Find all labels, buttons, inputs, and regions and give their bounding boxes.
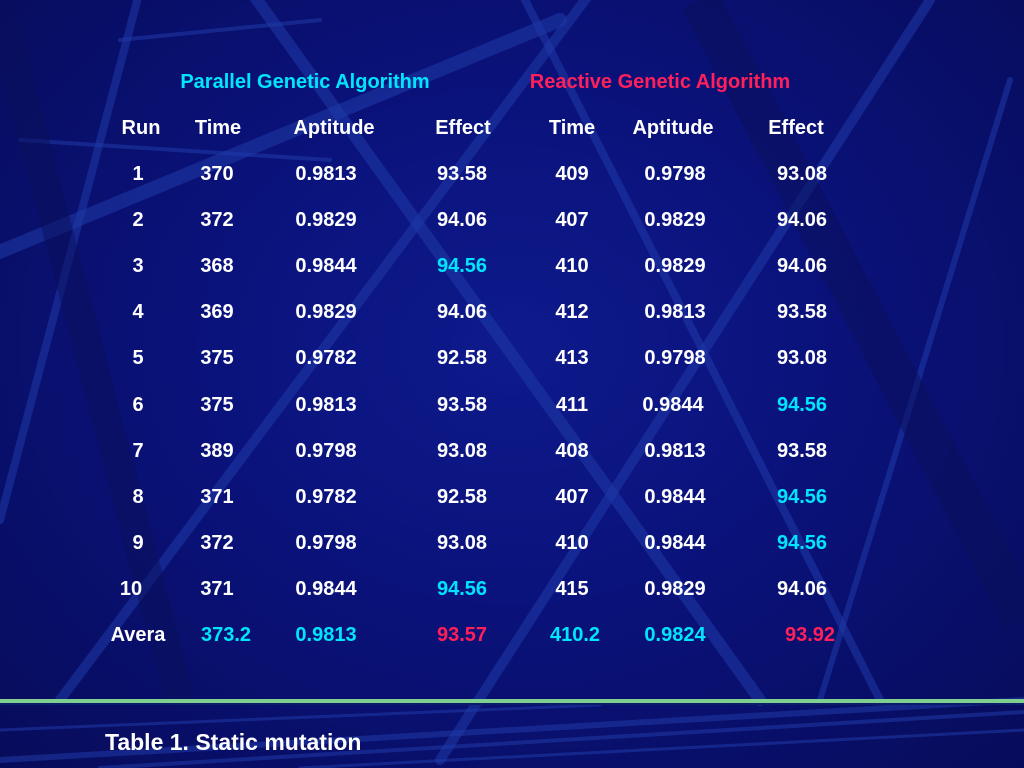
table-cell-time-pga: 368 [200, 255, 234, 277]
table-cell-aptitude-rga: 0.9829 [644, 209, 706, 231]
table-cell-time-rga: 408 [555, 440, 589, 462]
table-cell-aptitude-rga: 0.9829 [644, 578, 706, 600]
average-cell-time-pga: 373.2 [200, 624, 252, 646]
table-cell-aptitude-rga: 0.9829 [644, 255, 706, 277]
table-cell-time-rga: 407 [555, 209, 589, 231]
table-cell-time-rga: 411 [555, 394, 589, 416]
table-cell-run: 6 [132, 394, 144, 416]
column-header-effect-pga: Effect [435, 117, 491, 139]
table-cell-time-rga: 410 [555, 532, 589, 554]
table-cell-time-pga: 371 [200, 578, 234, 600]
table-cell-run: 8 [132, 486, 144, 508]
table-cell-effect-rga: 93.58 [776, 301, 828, 323]
table-cell-aptitude-pga: 0.9844 [295, 578, 357, 600]
table-cell-run: 2 [132, 209, 144, 231]
table-cell-aptitude-rga: 0.9844 [644, 532, 706, 554]
table-cell-effect-pga: 93.08 [436, 532, 488, 554]
table-cell-run: 9 [132, 532, 144, 554]
table-cell-effect-rga: 93.58 [776, 440, 828, 462]
table-cell-effect-pga: 94.56 [436, 578, 488, 600]
table-cell-run: 7 [132, 440, 144, 462]
table-cell-effect-pga: 93.08 [436, 440, 488, 462]
table-cell-time-pga: 375 [200, 347, 234, 369]
average-cell-aptitude-pga: 0.9813 [295, 624, 357, 646]
table-cell-aptitude-pga: 0.9798 [295, 532, 357, 554]
column-header-effect-rga: Effect [768, 117, 824, 139]
table-cell-aptitude-pga: 0.9813 [295, 394, 357, 416]
table-cell-effect-pga: 94.06 [436, 301, 488, 323]
table-cell-time-rga: 413 [555, 347, 589, 369]
table-cell-time-rga: 410 [555, 255, 589, 277]
table-cell-aptitude-rga: 0.9844 [642, 394, 704, 416]
table-cell-effect-rga: 94.06 [776, 255, 828, 277]
table-cell-time-rga: 415 [555, 578, 589, 600]
table-cell-time-pga: 371 [200, 486, 234, 508]
table-cell-time-rga: 409 [555, 163, 589, 185]
table-cell-effect-rga: 94.56 [776, 532, 828, 554]
column-header-aptitude-pga: Aptitude [293, 117, 375, 139]
average-cell-effect-rga: 93.92 [784, 624, 836, 646]
group-header-reactive: Reactive Genetic Algorithm [529, 71, 791, 93]
table-cell-aptitude-pga: 0.9798 [295, 440, 357, 462]
table-cell-time-pga: 369 [200, 301, 234, 323]
table-cell-time-pga: 372 [200, 209, 234, 231]
table-cell-aptitude-pga: 0.9782 [295, 347, 357, 369]
table-cell-effect-rga: 94.56 [776, 486, 828, 508]
table-cell-effect-pga: 92.58 [436, 347, 488, 369]
table-cell-run: 5 [132, 347, 144, 369]
table-cell-effect-rga: 94.06 [776, 578, 828, 600]
table-cell-effect-pga: 94.56 [436, 255, 488, 277]
table-cell-time-pga: 375 [200, 394, 234, 416]
table-cell-run: 10 [119, 578, 143, 600]
table-cell-aptitude-pga: 0.9782 [295, 486, 357, 508]
footer-divider [0, 699, 1024, 703]
group-header-parallel: Parallel Genetic Algorithm [180, 71, 430, 93]
table-cell-effect-pga: 92.58 [436, 486, 488, 508]
column-header-run: Run [121, 117, 161, 139]
table-cell-effect-rga: 94.56 [776, 394, 828, 416]
table-cell-aptitude-rga: 0.9798 [644, 347, 706, 369]
table-cell-aptitude-rga: 0.9813 [644, 440, 706, 462]
table-cell-aptitude-pga: 0.9829 [295, 209, 357, 231]
table-cell-time-pga: 372 [200, 532, 234, 554]
table-cell-effect-rga: 93.08 [776, 347, 828, 369]
table-cell-run: 3 [132, 255, 144, 277]
table-cell-effect-pga: 93.58 [436, 163, 488, 185]
average-cell-effect-pga: 93.57 [436, 624, 488, 646]
table-cell-effect-rga: 94.06 [776, 209, 828, 231]
footer-divider-shadow [0, 703, 1024, 705]
table-cell-aptitude-pga: 0.9844 [295, 255, 357, 277]
column-header-time-pga: Time [194, 117, 242, 139]
average-cell-run: Avera [110, 624, 166, 646]
table-cell-run: 4 [132, 301, 144, 323]
column-header-aptitude-rga: Aptitude [632, 117, 714, 139]
table-caption: Table 1. Static mutation [105, 729, 362, 755]
table-cell-time-rga: 412 [555, 301, 589, 323]
table-cell-aptitude-pga: 0.9829 [295, 301, 357, 323]
table-cell-time-pga: 370 [200, 163, 234, 185]
table-cell-time-rga: 407 [555, 486, 589, 508]
table-cell-time-pga: 389 [200, 440, 234, 462]
table-cell-effect-pga: 94.06 [436, 209, 488, 231]
table-cell-aptitude-rga: 0.9798 [644, 163, 706, 185]
average-cell-aptitude-rga: 0.9824 [644, 624, 706, 646]
table-cell-aptitude-pga: 0.9813 [295, 163, 357, 185]
table-cell-aptitude-rga: 0.9844 [644, 486, 706, 508]
table-cell-aptitude-rga: 0.9813 [644, 301, 706, 323]
table-cell-effect-rga: 93.08 [776, 163, 828, 185]
table-cell-run: 1 [132, 163, 144, 185]
table-cell-effect-pga: 93.58 [436, 394, 488, 416]
average-cell-time-rga: 410.2 [549, 624, 601, 646]
column-header-time-rga: Time [548, 117, 596, 139]
